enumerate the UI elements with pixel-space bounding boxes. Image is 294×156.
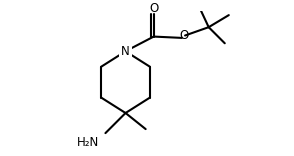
Text: N: N xyxy=(121,45,130,58)
Text: O: O xyxy=(149,2,158,15)
Text: O: O xyxy=(179,29,189,42)
Text: H₂N: H₂N xyxy=(77,136,99,149)
